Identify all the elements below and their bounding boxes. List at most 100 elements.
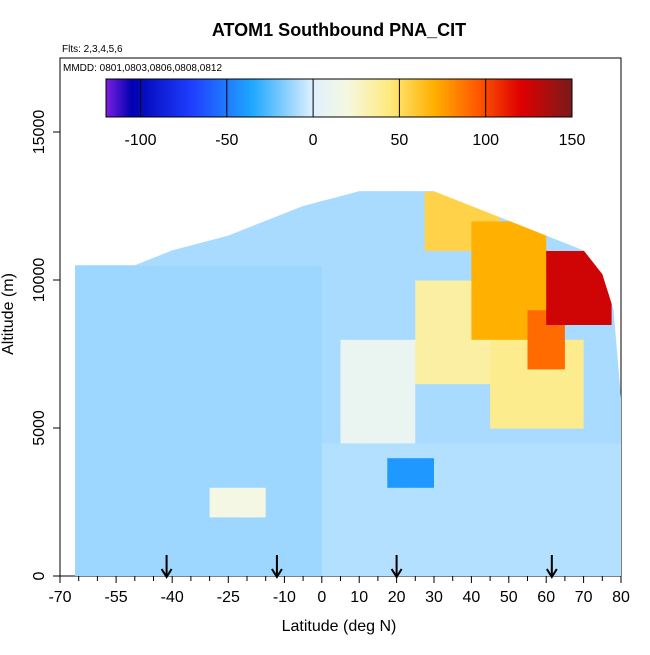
heatmap-cell (181, 309, 192, 325)
heatmap-cell (574, 413, 585, 429)
heatmap-cell (134, 280, 145, 296)
heatmap-cell (452, 502, 463, 518)
heatmap-cell (303, 531, 314, 547)
heatmap-cell (480, 516, 491, 533)
heatmap-cell (396, 324, 407, 340)
heatmap-cell (284, 206, 295, 222)
heatmap-cell (181, 487, 192, 503)
heatmap-cell (312, 383, 323, 399)
heatmap-cell (106, 428, 117, 444)
heatmap-cell (452, 265, 463, 281)
heatmap-cell (312, 546, 323, 562)
heatmap-cell (546, 442, 557, 459)
heatmap-cell (247, 354, 257, 370)
heatmap-cell (144, 502, 155, 518)
heatmap-cell (125, 368, 136, 385)
heatmap-cell (312, 339, 323, 355)
heatmap-cell (75, 265, 80, 281)
heatmap-cell (78, 442, 89, 459)
heatmap-cell (377, 339, 388, 355)
heatmap-cell (443, 368, 454, 385)
heatmap-cell (564, 487, 575, 503)
heatmap-cell (247, 546, 257, 562)
heatmap-cell (434, 516, 444, 533)
heatmap-cell (75, 428, 80, 444)
heatmap-cell (265, 561, 276, 576)
heatmap-cell (434, 368, 444, 385)
heatmap-cell (237, 442, 248, 459)
heatmap-cell (78, 280, 89, 296)
heatmap-cell (228, 309, 239, 325)
heatmap-cell (172, 546, 183, 562)
x-tick-label: -25 (217, 589, 240, 606)
heatmap-cell (349, 472, 360, 488)
heatmap-cell (405, 220, 416, 237)
heatmap-cell (555, 487, 566, 503)
heatmap-cell (536, 235, 547, 251)
heatmap-cell (452, 309, 463, 325)
heatmap-cell (583, 457, 594, 473)
heatmap-cell (75, 487, 80, 503)
heatmap-cell (153, 339, 164, 355)
heatmap-cell (611, 428, 621, 444)
heatmap-cell (359, 220, 370, 237)
heatmap-cell (284, 398, 295, 414)
heatmap-cell (218, 368, 229, 385)
heatmap-cell (368, 487, 379, 503)
heatmap-cell (415, 368, 426, 385)
heatmap-cell (480, 398, 491, 414)
heatmap-cell (527, 428, 538, 444)
heatmap-cell (144, 531, 155, 547)
heatmap-cell (303, 368, 314, 385)
heatmap-cell (275, 309, 285, 325)
heatmap-cell (321, 383, 332, 399)
heatmap-cell (331, 442, 342, 459)
heatmap-cell (518, 546, 529, 562)
heatmap-cell (340, 206, 351, 222)
heatmap-cell (396, 561, 407, 576)
heatmap-cell (508, 324, 519, 340)
heatmap-cell (275, 368, 285, 385)
heatmap-cell (546, 428, 557, 444)
heatmap-cell (218, 398, 229, 414)
heatmap-cell (499, 516, 510, 533)
heatmap-cell (564, 339, 575, 355)
heatmap-cell (564, 502, 575, 518)
heatmap-cell (88, 398, 98, 414)
heatmap-cell (377, 191, 388, 192)
heatmap-cell (88, 487, 98, 503)
heatmap-cell (275, 442, 285, 459)
heatmap-cell (331, 457, 342, 473)
heatmap-cell (611, 413, 621, 429)
heatmap-cell (134, 531, 145, 547)
heatmap-cell (499, 339, 510, 355)
heatmap-cell (162, 368, 173, 385)
heatmap-cell (312, 235, 323, 251)
heatmap-cell (153, 368, 164, 385)
heatmap-cell (359, 561, 370, 576)
heatmap-cell (321, 280, 332, 296)
heatmap-cell (256, 561, 267, 576)
heatmap-cell (592, 516, 603, 533)
heatmap-cell (78, 472, 89, 488)
heatmap-cell (602, 354, 613, 370)
heatmap-cell (209, 516, 220, 533)
heatmap-cell (172, 294, 183, 311)
heatmap-cell (480, 546, 491, 562)
heatmap-cell (405, 398, 416, 414)
heatmap-cell (284, 516, 295, 533)
heatmap-cell (172, 383, 183, 399)
heatmap-cell (508, 339, 519, 355)
heatmap-cell (349, 294, 360, 311)
heatmap-cell (78, 265, 89, 281)
heatmap-cell (405, 546, 416, 562)
heatmap-cell (405, 502, 416, 518)
heatmap-cell (499, 442, 510, 459)
heatmap-cell (508, 457, 519, 473)
heatmap-cell (415, 442, 426, 459)
heatmap-cell (555, 265, 566, 281)
heatmap-cell (396, 442, 407, 459)
heatmap-cell (88, 502, 98, 518)
heatmap-cell (265, 546, 276, 562)
heatmap-cell (583, 339, 594, 355)
